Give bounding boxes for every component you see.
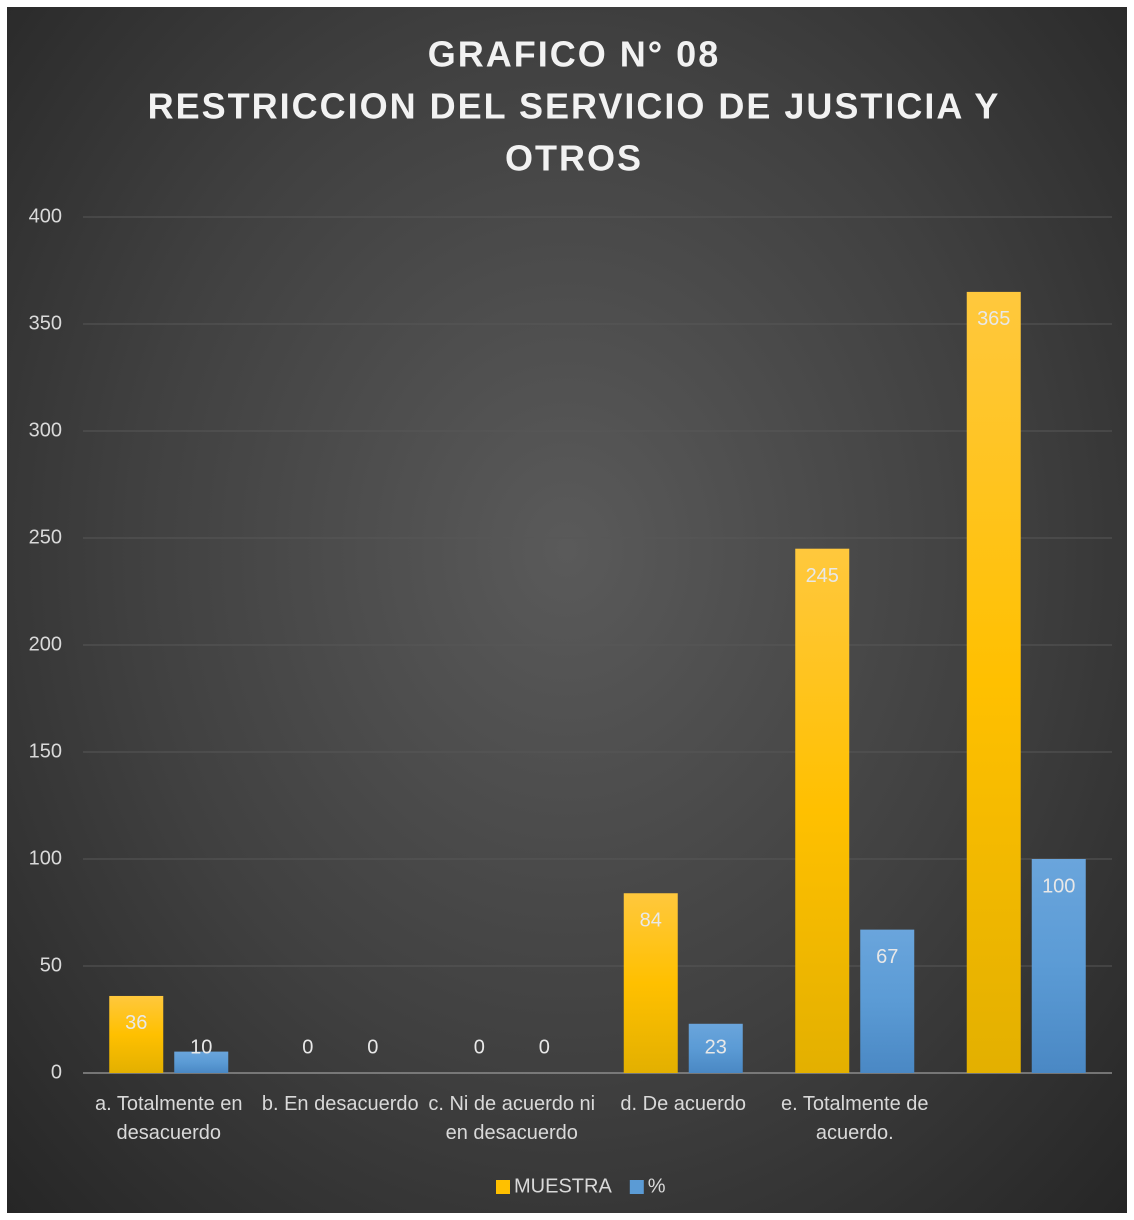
- data-label: 10: [190, 1036, 212, 1058]
- bar: [623, 893, 678, 1073]
- data-label: 365: [977, 308, 1010, 330]
- bar: [795, 548, 850, 1073]
- y-tick-label: 250: [29, 526, 62, 548]
- data-label: 0: [367, 1036, 378, 1058]
- data-label: 0: [302, 1036, 313, 1058]
- y-tick-label: 100: [29, 847, 62, 869]
- data-label: 23: [705, 1036, 727, 1058]
- legend-swatch: [629, 1180, 644, 1194]
- x-tick-label: c. Ni de acuerdo ni en desacuerdo: [428, 1093, 596, 1144]
- x-tick-label: e. Totalmente de acuerdo.: [780, 1093, 929, 1144]
- data-label: 0: [474, 1036, 485, 1058]
- legend-swatch: [496, 1180, 510, 1194]
- chart-title: OTROS: [505, 138, 643, 179]
- chart-area: [7, 7, 1127, 1213]
- chart-title: RESTRICCION DEL SERVICIO DE JUSTICIA Y: [148, 86, 1001, 127]
- legend-label: %: [648, 1175, 666, 1197]
- y-tick-label: 0: [51, 1061, 62, 1083]
- bar: [174, 1051, 229, 1073]
- y-tick-label: 350: [29, 312, 62, 334]
- y-tick-label: 300: [29, 419, 62, 441]
- data-label: 67: [876, 946, 898, 968]
- bar: [688, 1023, 743, 1073]
- y-tick-label: 400: [29, 205, 62, 227]
- data-label: 0: [539, 1036, 550, 1058]
- x-tick-label: d. De acuerdo: [620, 1093, 747, 1115]
- bar: [109, 995, 164, 1073]
- y-tick-label: 200: [29, 633, 62, 655]
- bar: [860, 929, 915, 1073]
- data-label: 245: [806, 565, 839, 587]
- y-tick-label: 50: [40, 954, 62, 976]
- x-tick-label: a. Totalmente en desacuerdo: [94, 1093, 243, 1144]
- legend-label: MUESTRA: [514, 1175, 612, 1197]
- chart-title: GRAFICO N° 08: [428, 34, 720, 75]
- bar: [966, 291, 1021, 1073]
- x-tick-label: b. En desacuerdo: [261, 1093, 419, 1115]
- bar: [1031, 859, 1086, 1073]
- data-label: 100: [1042, 875, 1075, 897]
- data-label: 36: [125, 1012, 147, 1034]
- data-label: 84: [640, 910, 662, 932]
- y-tick-label: 150: [29, 740, 62, 762]
